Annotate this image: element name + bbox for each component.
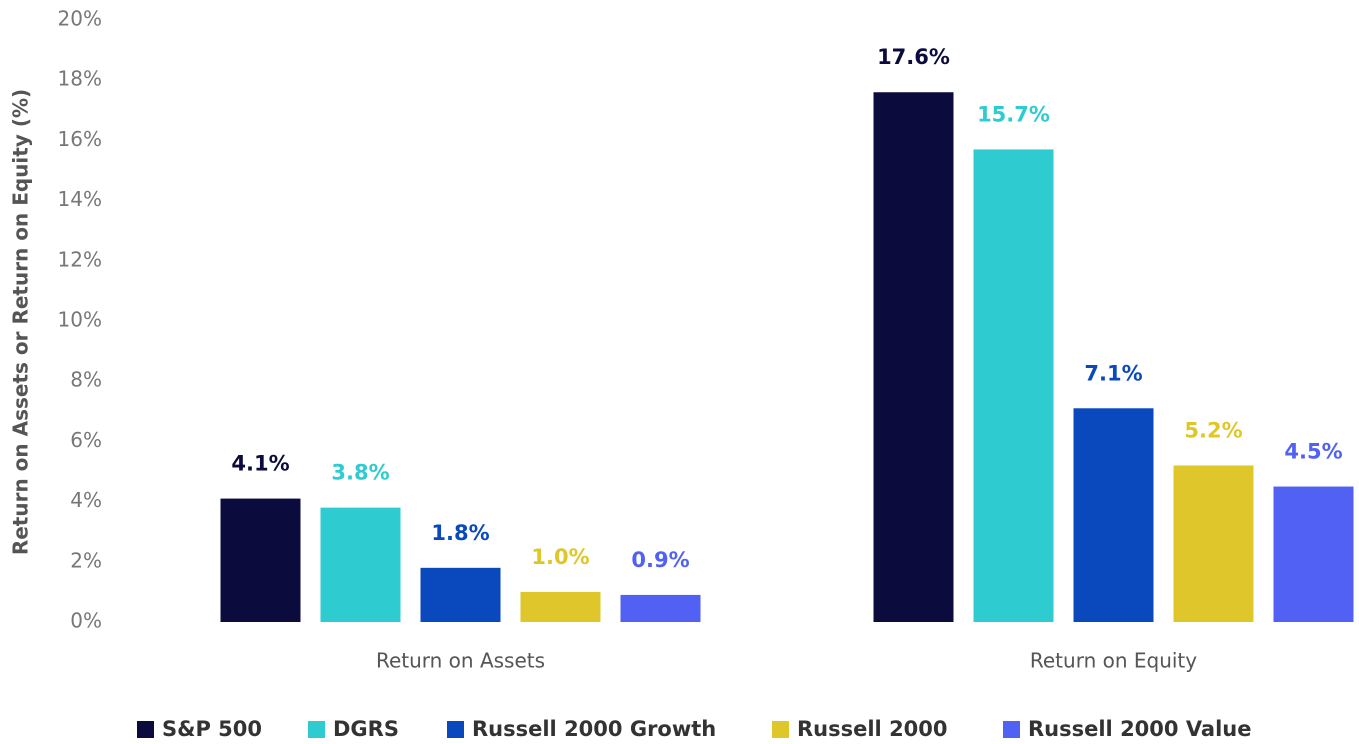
bar — [320, 507, 401, 622]
value-label: 1.0% — [531, 545, 589, 569]
value-label: 0.9% — [631, 548, 689, 572]
legend-label: S&P 500 — [162, 717, 262, 741]
value-label: 17.6% — [877, 45, 950, 69]
y-tick-label: 2% — [70, 548, 102, 572]
value-label: 5.2% — [1184, 418, 1242, 442]
value-label: 7.1% — [1084, 361, 1142, 385]
y-tick-label: 18% — [58, 67, 102, 91]
legend-label: Russell 2000 — [797, 717, 948, 741]
y-tick-label: 10% — [58, 308, 102, 332]
bar — [973, 149, 1054, 622]
value-label: 3.8% — [331, 461, 389, 485]
value-label: 15.7% — [977, 102, 1050, 126]
value-label: 4.5% — [1284, 440, 1342, 464]
value-label: 4.1% — [231, 452, 289, 476]
y-axis-label: Return on Assets or Return on Equity (%) — [9, 89, 33, 555]
y-tick-label: 4% — [70, 488, 102, 512]
bar — [1173, 465, 1254, 622]
legend-swatch — [308, 721, 325, 738]
value-label: 1.8% — [431, 521, 489, 545]
bar — [520, 591, 601, 622]
legend-swatch — [447, 721, 464, 738]
bar — [420, 567, 501, 622]
bar — [220, 498, 301, 622]
legend-swatch — [137, 721, 154, 738]
x-tick-label: Return on Equity — [1030, 649, 1197, 673]
bar — [873, 92, 954, 623]
bar — [620, 594, 701, 622]
y-tick-label: 14% — [58, 187, 102, 211]
bar — [1073, 408, 1154, 622]
y-tick-label: 6% — [70, 428, 102, 452]
y-tick-label: 16% — [58, 127, 102, 151]
legend-swatch — [772, 721, 789, 738]
bar — [1273, 486, 1354, 622]
y-tick-label: 8% — [70, 368, 102, 392]
legend-label: Russell 2000 Growth — [472, 717, 716, 741]
legend-label: DGRS — [333, 717, 399, 741]
legend-swatch — [1003, 721, 1020, 738]
y-tick-label: 0% — [70, 609, 102, 633]
y-tick-label: 20% — [58, 7, 102, 31]
y-tick-label: 12% — [58, 247, 102, 271]
x-tick-label: Return on Assets — [376, 649, 545, 673]
legend-label: Russell 2000 Value — [1028, 717, 1252, 741]
